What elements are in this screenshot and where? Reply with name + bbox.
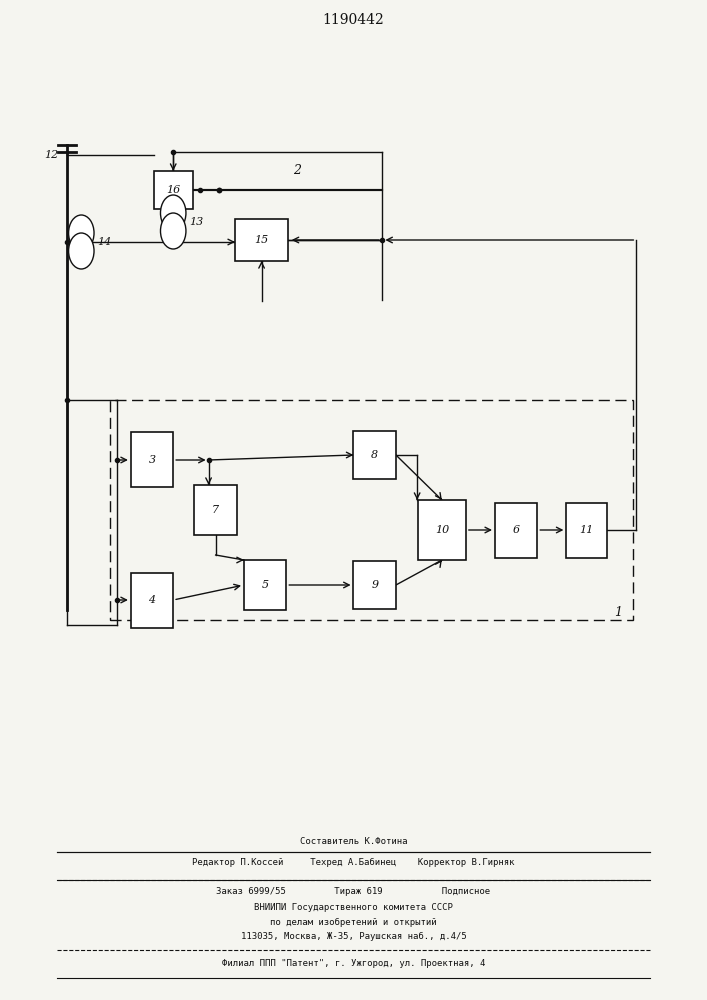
Bar — [153, 171, 192, 209]
Text: 14: 14 — [98, 237, 112, 247]
Bar — [354, 561, 396, 609]
Bar — [131, 432, 173, 487]
Text: 15: 15 — [255, 235, 269, 245]
Text: 6: 6 — [513, 525, 520, 535]
Text: 7: 7 — [212, 505, 219, 515]
Text: Филиал ППП "Патент", г. Ужгород, ул. Проектная, 4: Филиал ППП "Патент", г. Ужгород, ул. Про… — [222, 960, 485, 968]
Text: 2: 2 — [293, 163, 301, 176]
Circle shape — [69, 215, 94, 251]
Text: 10: 10 — [435, 525, 449, 535]
Bar — [194, 485, 237, 535]
Text: 1: 1 — [614, 605, 623, 618]
Bar — [110, 400, 633, 620]
Text: 11: 11 — [580, 525, 594, 535]
Bar — [566, 503, 607, 558]
Text: Редактор П.Коссей     Техред А.Бабинец    Корректор В.Гирняк: Редактор П.Коссей Техред А.Бабинец Корре… — [192, 857, 515, 867]
Text: по делам изобретений и открытий: по делам изобретений и открытий — [270, 917, 437, 927]
Circle shape — [160, 195, 186, 231]
Bar — [418, 500, 466, 560]
Text: 1190442: 1190442 — [322, 13, 385, 27]
Bar — [235, 219, 288, 261]
Bar — [354, 431, 396, 479]
Text: 13: 13 — [189, 217, 204, 227]
Text: 8: 8 — [371, 450, 378, 460]
Text: 16: 16 — [166, 185, 180, 195]
Text: ВНИИПИ Государственного комитета СССР: ВНИИПИ Государственного комитета СССР — [254, 904, 453, 912]
Text: Заказ 6999/55         Тираж 619           Подписное: Заказ 6999/55 Тираж 619 Подписное — [216, 888, 491, 896]
Circle shape — [69, 233, 94, 269]
Text: 12: 12 — [44, 150, 58, 160]
Text: 9: 9 — [371, 580, 378, 590]
Text: 4: 4 — [148, 595, 156, 605]
Circle shape — [160, 213, 186, 249]
Bar — [131, 572, 173, 628]
Text: 113035, Москва, Ж-35, Раушская наб., д.4/5: 113035, Москва, Ж-35, Раушская наб., д.4… — [240, 931, 467, 941]
Bar — [495, 503, 537, 558]
Bar — [244, 560, 286, 610]
Text: 3: 3 — [148, 455, 156, 465]
Text: 5: 5 — [262, 580, 269, 590]
Text: Составитель К.Фотина: Составитель К.Фотина — [300, 838, 407, 846]
